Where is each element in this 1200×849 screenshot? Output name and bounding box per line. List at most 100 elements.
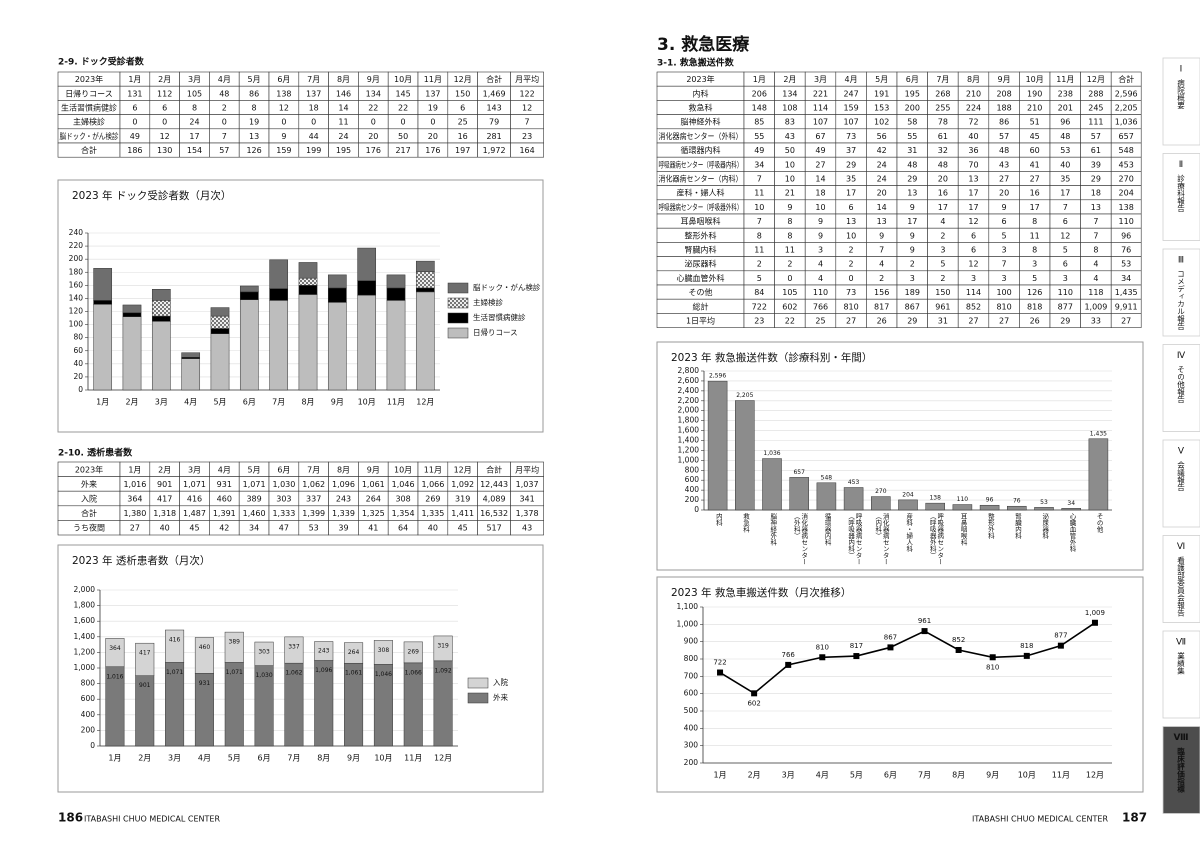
- bar: [314, 641, 334, 661]
- tab: [1162, 726, 1200, 814]
- table-cell-text: 722: [752, 302, 767, 311]
- data-label: 852: [952, 636, 965, 644]
- table-cell-text: 243: [336, 495, 351, 504]
- table-cell-text: 268: [935, 89, 950, 98]
- table-cell-text: 2月: [158, 465, 171, 474]
- table-cell-text: 5月: [248, 75, 261, 84]
- table-cell-text: 6: [460, 104, 465, 113]
- table-cell-text: 364: [127, 495, 142, 504]
- tab-number: Ⅶ: [1176, 638, 1186, 648]
- section-heading: 2-10. 透析患者数: [58, 447, 133, 459]
- table-cell-text: 61: [938, 132, 948, 141]
- bar: [1007, 505, 1027, 511]
- table-cell-text: 4: [1093, 260, 1098, 269]
- table-cell-text: 657: [1119, 132, 1134, 141]
- table-cell-text: 40: [968, 132, 978, 141]
- bar: [357, 280, 377, 296]
- tab-label: 病院概要: [1176, 78, 1185, 111]
- table-cell-text: 5月: [875, 75, 888, 84]
- section-heading: 3-1. 救急搬送件数: [657, 57, 735, 69]
- x-tick-label: 4月: [184, 398, 197, 407]
- x-tick-label: 8月: [301, 398, 314, 407]
- data-label: 766: [782, 651, 796, 659]
- y-tick-label: 400: [81, 710, 96, 719]
- table-cell-text: 110: [1058, 288, 1073, 297]
- tab-label: 看護部委員会報告: [1176, 556, 1185, 618]
- table-cell-text: 9: [910, 246, 915, 255]
- bar: [298, 262, 318, 279]
- table-cell-text: 27: [999, 317, 1009, 326]
- table-cell-text: 17: [846, 189, 856, 198]
- x-tick-label: 消化器病センター（内科）: [873, 513, 890, 565]
- table-cell-text: 1,030: [272, 480, 295, 489]
- table-cell-text: 0: [401, 118, 406, 127]
- table-cell-text: 27: [1030, 175, 1040, 184]
- y-tick-label: 1,100: [677, 602, 699, 611]
- table-cell-text: 1月: [128, 75, 141, 84]
- table-cell-text: 1,411: [451, 509, 474, 518]
- table-cell-text: 27: [130, 524, 140, 533]
- table-cell-text: 27: [999, 175, 1009, 184]
- table-cell-text: 1,062: [302, 480, 325, 489]
- table-cell-text: 7: [757, 217, 762, 226]
- table-cell-text: 33: [1091, 317, 1101, 326]
- table-cell-text: 合計: [486, 74, 502, 84]
- table-cell-text: 1日平均: [686, 316, 715, 326]
- table-cell-text: 6月: [906, 75, 919, 84]
- bar: [269, 288, 289, 301]
- table-cell-text: 2: [940, 231, 945, 240]
- bar: [871, 496, 891, 511]
- table-cell-text: 453: [1119, 160, 1134, 169]
- table-cell-text: 10: [815, 203, 825, 212]
- table-cell-text: 40: [428, 524, 438, 533]
- table-cell-text: 20: [877, 189, 887, 198]
- tab-number: Ⅴ: [1178, 447, 1185, 457]
- table-cell-text: 29: [1060, 317, 1070, 326]
- y-tick-label: 1,000: [678, 455, 700, 464]
- bar: [239, 299, 259, 391]
- table-cell-text: 6: [1063, 217, 1068, 226]
- table-cell-text: 2月: [158, 75, 171, 84]
- table-cell-text: 1,096: [332, 480, 355, 489]
- table-cell-text: 67: [815, 132, 825, 141]
- table-cell-text: 1,333: [272, 509, 295, 518]
- bar: [298, 285, 318, 295]
- bar: [898, 499, 918, 511]
- table-cell-text: 18: [309, 104, 319, 113]
- legend-label: 日帰りコース: [473, 327, 518, 337]
- table-cell-text: 27: [815, 160, 825, 169]
- data-label: 319: [437, 642, 449, 649]
- table-cell-text: 35: [1060, 175, 1070, 184]
- table-cell-text: 37: [846, 146, 856, 155]
- table-cell-text: 105: [782, 288, 797, 297]
- table-cell-text: 7: [1093, 231, 1098, 240]
- table-cell-text: 17: [189, 132, 199, 141]
- line: [719, 622, 1096, 695]
- table-cell-text: 2023年: [75, 74, 103, 84]
- table-cell-text: 11月: [1056, 75, 1074, 84]
- legend-label: 入院: [493, 677, 508, 687]
- table-cell-text: 29: [907, 317, 917, 326]
- table-cell-text: 5: [1032, 274, 1037, 283]
- table-cell-text: 16: [938, 189, 948, 198]
- table-cell-text: 9: [910, 231, 915, 240]
- table-cell-text: 24: [338, 132, 348, 141]
- bar: [239, 291, 259, 300]
- table-cell-text: 154: [187, 146, 202, 155]
- table-cell-text: 1,435: [1115, 288, 1138, 297]
- data-label: 1,036: [763, 450, 780, 457]
- table-cell-text: 41: [368, 524, 378, 533]
- y-tick-label: 1,000: [677, 619, 699, 628]
- data-label: 1,092: [434, 667, 451, 674]
- chart-title: 2023 年 透析患者数（月次）: [72, 554, 210, 567]
- bar: [151, 289, 171, 301]
- tab-number: Ⅲ: [1178, 256, 1184, 266]
- table-cell-text: 58: [907, 118, 917, 127]
- table-cell-text: 7: [757, 175, 762, 184]
- table-cell-text: 303: [276, 495, 291, 504]
- table-cell-text: 23: [522, 132, 532, 141]
- table-cell-text: 10月: [394, 75, 412, 84]
- table-cell-text: 61: [1091, 146, 1101, 155]
- table-cell-text: 197: [455, 146, 470, 155]
